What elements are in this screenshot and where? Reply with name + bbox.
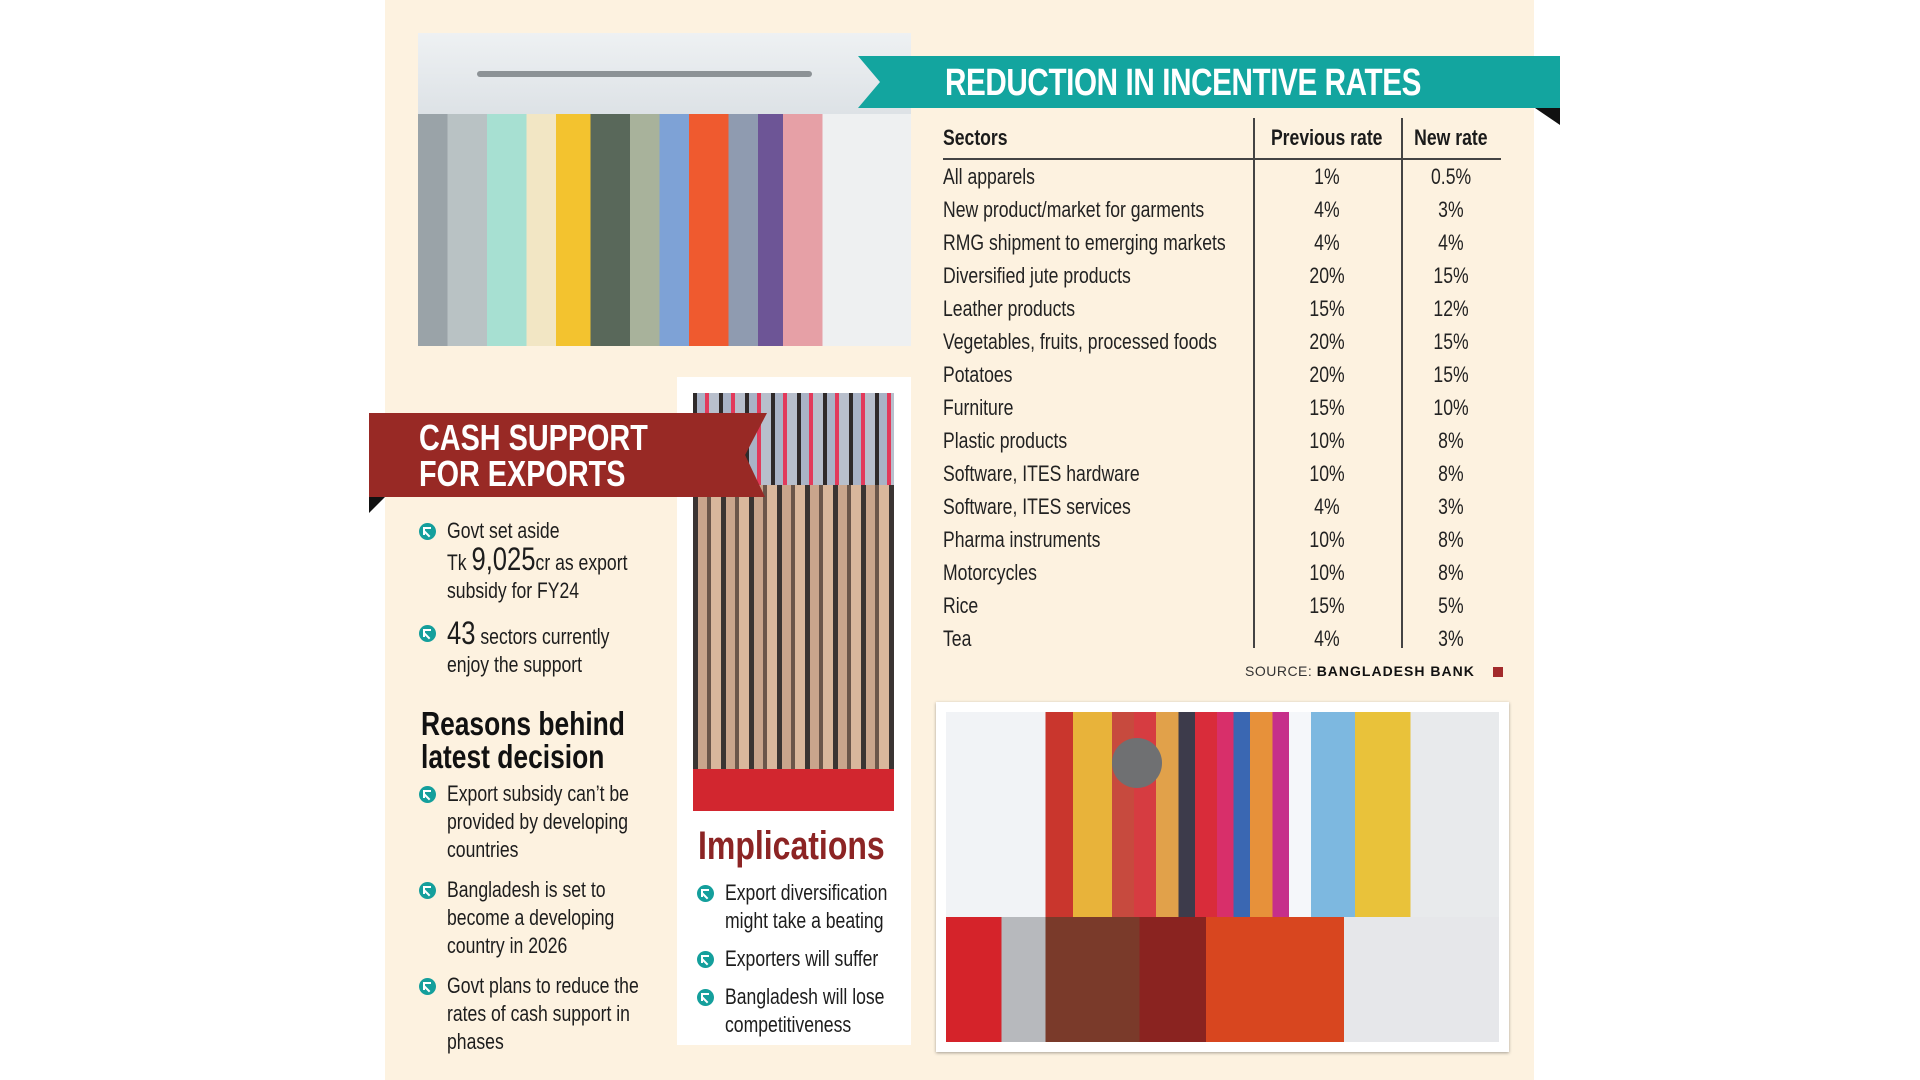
arrow-bullet-icon	[697, 885, 714, 902]
rates-title-banner	[858, 56, 1560, 108]
table-row: Software, ITES services 4% 3%	[943, 490, 1501, 523]
table-row: Tea 4% 3%	[943, 622, 1501, 655]
sector-cell: RMG shipment to emerging markets	[943, 229, 1226, 255]
sector-cell: Software, ITES hardware	[943, 460, 1140, 486]
new-rate-cell: 4%	[1438, 229, 1464, 255]
banner-fold	[369, 497, 385, 513]
table-row: Plastic products 10% 8%	[943, 424, 1501, 457]
previous-rate-cell: 4%	[1314, 625, 1340, 651]
table-row: Motorcycles 10% 8%	[943, 556, 1501, 589]
table-row: Leather products 15% 12%	[943, 292, 1501, 325]
bullet-item: Bangladesh will lose competitiveness	[697, 983, 907, 1039]
new-rate-cell: 8%	[1438, 526, 1464, 552]
arrow-bullet-icon	[419, 523, 436, 540]
table-header: Sectors Previous rate New rate	[943, 118, 1501, 160]
new-rate-cell: 15%	[1433, 328, 1469, 354]
header-new-rate: New rate	[1414, 125, 1488, 150]
source-credit: SOURCE: BANGLADESH BANK	[1245, 663, 1475, 679]
new-rate-cell: 3%	[1438, 493, 1464, 519]
table-row: Pharma instruments 10% 8%	[943, 523, 1501, 556]
clothes-rack-photo	[418, 33, 911, 346]
implications-heading: Implications	[698, 824, 885, 868]
previous-rate-cell: 20%	[1309, 262, 1345, 288]
end-mark	[1493, 667, 1503, 677]
sector-cell: Vegetables, fruits, processed foods	[943, 328, 1217, 354]
table-row: Software, ITES hardware 10% 8%	[943, 457, 1501, 490]
rates-title: REDUCTION IN INCENTIVE RATES	[945, 62, 1421, 104]
previous-rate-cell: 10%	[1309, 559, 1345, 585]
table-row: All apparels 1% 0.5%	[943, 160, 1501, 193]
previous-rate-cell: 15%	[1309, 592, 1345, 618]
previous-rate-cell: 15%	[1309, 394, 1345, 420]
reasons-heading: Reasons behind latest decision	[421, 705, 625, 775]
cash-support-banner	[369, 413, 767, 497]
sector-cell: Rice	[943, 592, 979, 618]
header-previous-rate: Previous rate	[1271, 125, 1383, 150]
previous-rate-cell: 15%	[1309, 295, 1345, 321]
previous-rate-cell: 1%	[1314, 163, 1340, 189]
column-divider	[1401, 118, 1403, 648]
sector-cell: Tea	[943, 625, 972, 651]
table-row: Potatoes 20% 15%	[943, 358, 1501, 391]
table-row: RMG shipment to emerging markets 4% 4%	[943, 226, 1501, 259]
leather-goods-photo	[946, 712, 1499, 1042]
sector-cell: Furniture	[943, 394, 1014, 420]
bullet-item: Exporters will suffer	[697, 945, 907, 973]
new-rate-cell: 0.5%	[1430, 163, 1472, 189]
header-sectors: Sectors	[943, 125, 1008, 150]
previous-rate-cell: 20%	[1309, 328, 1345, 354]
sector-cell: Pharma instruments	[943, 526, 1101, 552]
table-row: Diversified jute products 20% 15%	[943, 259, 1501, 292]
table-row: Rice 15% 5%	[943, 589, 1501, 622]
cash-support-title: CASH SUPPORT FOR EXPORTS	[419, 417, 648, 494]
table-row: New product/market for garments 4% 3%	[943, 193, 1501, 226]
fact-sector-count: 43 sectors currently enjoy the support	[419, 617, 659, 679]
column-divider	[1253, 118, 1255, 648]
fact-subsidy-amount: Govt set aside Tk 9,025cr as export subs…	[419, 517, 659, 605]
sector-cell: Plastic products	[943, 427, 1068, 453]
new-rate-cell: 8%	[1438, 559, 1464, 585]
previous-rate-cell: 4%	[1314, 196, 1340, 222]
new-rate-cell: 12%	[1433, 295, 1469, 321]
arrow-bullet-icon	[697, 989, 714, 1006]
bullet-item: Export subsidy can’t be provided by devel…	[419, 780, 669, 864]
table-row: Vegetables, fruits, processed foods 20% 15…	[943, 325, 1501, 358]
arrow-bullet-icon	[419, 625, 436, 642]
sector-cell: Software, ITES services	[943, 493, 1131, 519]
reasons-list: Export subsidy can’t be provided by devel…	[419, 780, 669, 1056]
new-rate-cell: 15%	[1433, 361, 1469, 387]
sector-cell: Leather products	[943, 295, 1076, 321]
previous-rate-cell: 20%	[1309, 361, 1345, 387]
previous-rate-cell: 4%	[1314, 493, 1340, 519]
bullet-item: Bangladesh is set to become a developing c…	[419, 876, 669, 960]
sector-cell: New product/market for garments	[943, 196, 1205, 222]
banner-fold	[1535, 108, 1560, 125]
cash-support-facts: Govt set aside Tk 9,025cr as export subs…	[419, 517, 659, 679]
new-rate-cell: 8%	[1438, 427, 1464, 453]
new-rate-cell: 10%	[1433, 394, 1469, 420]
previous-rate-cell: 10%	[1309, 526, 1345, 552]
previous-rate-cell: 10%	[1309, 460, 1345, 486]
arrow-bullet-icon	[419, 882, 436, 899]
new-rate-cell: 3%	[1438, 196, 1464, 222]
sector-cell: Motorcycles	[943, 559, 1037, 585]
new-rate-cell: 5%	[1438, 592, 1464, 618]
new-rate-cell: 15%	[1433, 262, 1469, 288]
new-rate-cell: 8%	[1438, 460, 1464, 486]
previous-rate-cell: 4%	[1314, 229, 1340, 255]
implications-list: Export diversification might take a beati…	[697, 879, 907, 1039]
incentive-rates-table: Sectors Previous rate New rate All appar…	[943, 118, 1501, 655]
sector-cell: All apparels	[943, 163, 1035, 189]
new-rate-cell: 3%	[1438, 625, 1464, 651]
bullet-item: Export diversification might take a beati…	[697, 879, 907, 935]
sector-cell: Diversified jute products	[943, 262, 1131, 288]
arrow-bullet-icon	[419, 786, 436, 803]
previous-rate-cell: 10%	[1309, 427, 1345, 453]
bullet-item: Govt plans to reduce the rates of cash su…	[419, 972, 669, 1056]
table-body: All apparels 1% 0.5% New product/market for…	[943, 160, 1501, 655]
arrow-bullet-icon	[419, 978, 436, 995]
table-row: Furniture 15% 10%	[943, 391, 1501, 424]
arrow-bullet-icon	[697, 951, 714, 968]
sector-cell: Potatoes	[943, 361, 1013, 387]
